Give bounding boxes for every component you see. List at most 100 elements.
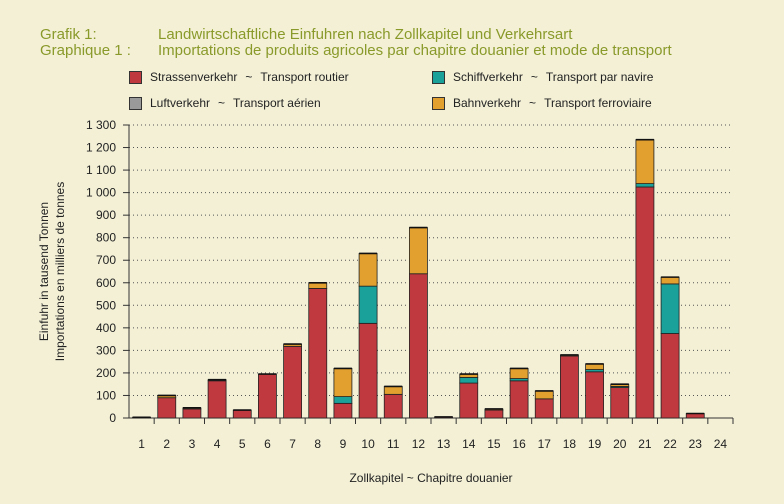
y-axis-label-de: Einfuhr in tausend Tonnen: [37, 202, 51, 341]
bar-segment: [660, 333, 680, 419]
legend-label-road-de: Strassenverkehr: [150, 70, 238, 84]
bar-segment: [358, 322, 378, 419]
title-text-de: Landwirtschaftliche Einfuhren nach Zollk…: [158, 26, 573, 43]
legend-item-ship: Schiffverkehr ~ Transport par navire: [432, 70, 653, 84]
bar-segment: [333, 368, 353, 397]
y-tick-label: 600: [96, 276, 116, 290]
bar-segment: [585, 363, 604, 370]
bar-segment: [358, 285, 378, 324]
bar-segment: [660, 276, 680, 285]
y-tick-label: 400: [96, 321, 116, 335]
bar-segment: [258, 373, 277, 419]
bar-segment: [358, 253, 378, 287]
bar-segment: [207, 380, 227, 419]
x-tick-label: 21: [638, 437, 652, 451]
x-tick-label: 5: [239, 437, 246, 451]
x-tick-label: 23: [689, 437, 703, 451]
bar-segment: [383, 393, 403, 419]
x-tick-label: 12: [412, 437, 426, 451]
legend-swatch-air: [129, 96, 142, 110]
legend-label-ship-fr: Transport par navire: [545, 70, 654, 84]
chart-legend: Strassenverkehr ~ Transport routier Schi…: [129, 70, 749, 118]
x-tick-label: 2: [163, 437, 170, 451]
bar-segment: [635, 186, 655, 419]
bar-segment: [182, 408, 202, 419]
bar-segment: [660, 283, 680, 334]
bar-segment: [585, 371, 604, 419]
legend-separator: ~: [530, 70, 538, 84]
x-tick-label: 24: [714, 437, 728, 451]
legend-separator: ~: [245, 70, 253, 84]
bar-segment: [409, 273, 428, 419]
legend-label-road-fr: Transport routier: [260, 70, 349, 84]
x-tick-label: 1: [138, 437, 145, 451]
x-tick-label: 16: [512, 437, 526, 451]
x-tick-label: 17: [538, 437, 552, 451]
y-tick-label: 1 300: [86, 118, 116, 132]
bar-segment: [333, 402, 353, 419]
legend-label-rail-fr: Transport ferroviaire: [544, 96, 652, 110]
bar-segment: [534, 390, 554, 400]
legend-separator: ~: [218, 96, 226, 110]
legend-swatch-ship: [432, 70, 445, 84]
x-axis-label: Zollkapitel ~ Chapitre douanier: [349, 471, 512, 485]
bar-segment: [484, 409, 504, 419]
x-tick-label: 4: [214, 437, 221, 451]
y-axis-label-fr: Importations en milliers de tonnes: [53, 182, 67, 361]
chart-title: Grafik 1: Landwirtschaftliche Einfuhren …: [40, 27, 672, 59]
x-tick-label: 9: [340, 437, 347, 451]
x-tick-label: 3: [189, 437, 196, 451]
y-tick-label: 1 000: [86, 186, 116, 200]
y-tick-label: 1 100: [86, 163, 116, 177]
y-tick-label: 0: [109, 411, 116, 425]
legend-item-air: Luftverkehr ~ Transport aérien: [129, 96, 321, 110]
x-tick-label: 15: [487, 437, 501, 451]
legend-label-air-de: Luftverkehr: [150, 96, 211, 110]
legend-label-rail-de: Bahnverkehr: [453, 96, 522, 110]
x-tick-label: 10: [361, 437, 375, 451]
bar-segment: [157, 397, 177, 419]
x-tick-label: 7: [289, 437, 296, 451]
bar-segment: [635, 183, 655, 188]
bar-segment: [308, 288, 328, 419]
bar-segment: [409, 227, 428, 275]
bar-segment: [333, 396, 353, 404]
bar-segment: [459, 377, 479, 384]
y-tick-label: 300: [96, 343, 116, 357]
title-label-de: Grafik 1:: [40, 26, 97, 43]
x-tick-label: 20: [613, 437, 627, 451]
title-text-fr: Importations de produits agricoles par c…: [158, 42, 672, 59]
x-tick-label: 6: [264, 437, 271, 451]
legend-swatch-rail: [432, 96, 445, 110]
bar-segment: [509, 380, 529, 419]
legend-separator: ~: [529, 96, 537, 110]
legend-swatch-road: [129, 70, 142, 84]
y-tick-label: 1 200: [86, 141, 116, 155]
y-tick-label: 900: [96, 208, 116, 222]
bar-segment: [283, 345, 302, 419]
x-tick-label: 18: [563, 437, 577, 451]
bar-segment: [308, 282, 328, 289]
title-label-fr: Graphique 1 :: [40, 42, 131, 59]
x-tick-label: 13: [437, 437, 451, 451]
bar-segment: [635, 139, 655, 184]
x-tick-label: 19: [588, 437, 602, 451]
bar-segment: [383, 386, 403, 395]
x-tick-label: 22: [663, 437, 677, 451]
x-tick-label: 14: [462, 437, 476, 451]
y-tick-label: 500: [96, 298, 116, 312]
y-tick-label: 200: [96, 366, 116, 380]
y-tick-label: 700: [96, 253, 116, 267]
bar-segment: [509, 368, 529, 379]
bar-segment: [459, 382, 479, 419]
legend-item-road: Strassenverkehr ~ Transport routier: [129, 70, 349, 84]
y-tick-label: 100: [96, 388, 116, 402]
bar-segment: [560, 355, 579, 419]
bar-segment: [534, 398, 554, 419]
legend-item-rail: Bahnverkehr ~ Transport ferroviaire: [432, 96, 652, 110]
x-tick-label: 11: [387, 437, 400, 451]
legend-label-air-fr: Transport aérien: [233, 96, 321, 110]
bar-segment: [610, 387, 630, 419]
bar-segment: [232, 409, 252, 419]
